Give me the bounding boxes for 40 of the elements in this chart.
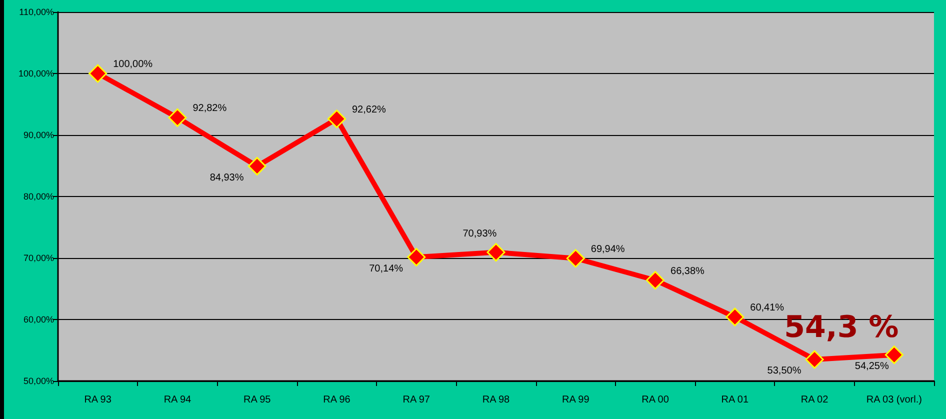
point [88,64,108,83]
point [248,156,266,176]
point [646,271,665,290]
point [726,308,744,326]
data-label: 84,93% [210,172,244,184]
x-tick-label: RA 01 [721,394,749,406]
data-label: 92,62% [352,104,386,116]
data-label: 54,25% [854,361,889,372]
x-tick-label: RA 99 [562,394,590,406]
x-tick-label: RA 93 [84,394,112,406]
data-label: 70,14% [369,263,404,274]
x-tick-label: RA 97 [402,394,430,406]
point [327,110,346,128]
y-tick-label: 100,00% [18,68,54,78]
point [407,248,426,266]
data-label: 92,82% [192,103,227,114]
data-label: 70,93% [462,228,497,240]
x-tick-label: RA 02 [800,394,829,406]
x-tick-label: RA 98 [482,394,510,406]
x-tick-label: RA 94 [164,394,192,406]
y-tick-label: 110,00% [19,7,54,17]
annotation: 54,3 % [784,310,899,346]
y-tick-label: 60,00% [23,314,54,324]
x-tick-label: RA 95 [243,394,272,406]
point [805,350,824,369]
x-tick-label: RA 00 [642,394,670,406]
y-tick-label: 70,00% [23,253,54,263]
x-tick-label: RA 96 [323,394,351,406]
y-tick-label: 90,00% [23,130,54,140]
point [168,108,187,127]
x-tick-label: RA 03 (vorl.) [866,394,922,406]
point [566,249,585,268]
y-tick-label: 50,00% [23,376,54,386]
data-label: 100,00% [113,59,153,70]
data-label: 53,50% [767,366,802,377]
data-label: 60,41% [750,302,784,314]
data-label: 69,94% [590,244,625,255]
data-label: 66,38% [670,266,705,277]
y-tick-label: 80,00% [23,192,54,202]
point [486,243,506,262]
